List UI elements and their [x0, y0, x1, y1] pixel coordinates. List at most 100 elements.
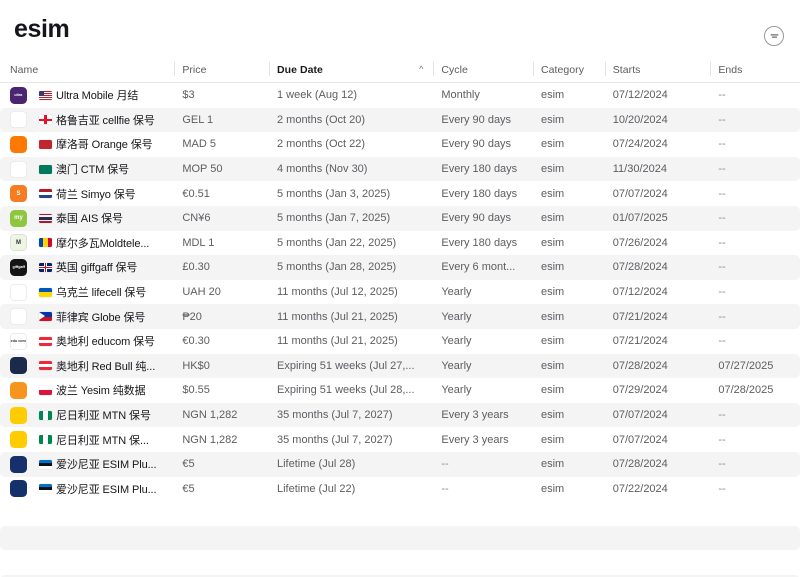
cell-cycle: Yearly — [441, 286, 472, 299]
cell-name: 奥地利 Red Bull 纯... — [10, 354, 174, 379]
table-row[interactable]: 爱沙尼亚 ESIM Plu... €5 Lifetime (Jul 28) --… — [0, 451, 800, 477]
flag-icon — [39, 312, 52, 322]
cell-starts: 07/22/2024 — [612, 482, 668, 495]
table-row[interactable]: 菲律宾 Globe 保号 ₱20 11 months (Jul 21, 2025… — [0, 304, 800, 329]
column-header-name[interactable]: Name — [10, 64, 39, 76]
column-header-price[interactable]: Price — [174, 58, 269, 83]
subscription-name: 澳门 CTM 保号 — [56, 164, 130, 177]
cell-cycle: Monthly — [441, 89, 480, 102]
table-row[interactable]: 乌克兰 lifecell 保号 UAH 20 11 months (Jul 12… — [0, 280, 800, 305]
table-row[interactable]: 爱沙尼亚 ESIM Plu... €5 Lifetime (Jul 22) --… — [0, 477, 800, 502]
cell-starts: 10/20/2024 — [612, 113, 668, 126]
cell-due-date: 5 months (Jan 3, 2025) — [276, 187, 391, 200]
cell-starts: 07/07/2024 — [612, 409, 668, 422]
app-icon — [10, 480, 27, 498]
empty-row — [0, 501, 800, 526]
cell-category: esim — [540, 236, 565, 249]
cell-due-date: 11 months (Jul 21, 2025) — [276, 335, 398, 348]
table-row[interactable]: ultra Ultra Mobile 月结 $3 1 week (Aug 12)… — [0, 83, 800, 108]
cell-due-date: 4 months (Nov 30) — [276, 163, 368, 176]
subscription-name: 爱沙尼亚 ESIM Plu... — [56, 459, 157, 472]
flag-icon — [39, 189, 52, 199]
app-icon — [10, 160, 27, 178]
cell-name: 菲律宾 Globe 保号 — [10, 304, 174, 329]
table-row[interactable]: 波兰 Yesim 纯数据 $0.55 Expiring 51 weeks (Ju… — [0, 378, 800, 403]
flag-icon — [39, 164, 52, 174]
flag-icon — [39, 435, 52, 445]
cell-starts: 11/30/2024 — [612, 163, 667, 176]
table-row[interactable]: 摩洛哥 Orange 保号 MAD 5 2 months (Oct 22) Ev… — [0, 132, 800, 157]
cell-name: ultra Ultra Mobile 月结 — [10, 83, 174, 108]
table-row[interactable]: S 荷兰 Simyo 保号 €0.51 5 months (Jan 3, 202… — [0, 181, 800, 206]
table-row[interactable]: M 摩尔多瓦Moldtele... MDL 1 5 months (Jan 22… — [0, 231, 800, 256]
filter-circle-icon[interactable] — [764, 26, 784, 46]
cell-category: esim — [540, 458, 565, 471]
cell-price: NGN 1,282 — [182, 409, 238, 422]
cell-due-date: 35 months (Jul 7, 2027) — [276, 433, 393, 446]
cell-price: €5 — [182, 482, 195, 495]
subscription-name: 英国 giffgaff 保号 — [56, 262, 138, 275]
cell-price: NGN 1,282 — [182, 433, 238, 446]
cell-price: UAH 20 — [182, 286, 221, 299]
cell-cycle: Every 90 days — [441, 113, 512, 126]
flag-icon — [39, 385, 52, 395]
table-row[interactable]: 尼日利亚 MTN 保号 NGN 1,282 35 months (Jul 7, … — [0, 402, 800, 428]
cell-ends: -- — [718, 212, 726, 225]
subscription-name: 奥地利 educom 保号 — [56, 336, 155, 349]
cell-price: MOP 50 — [182, 163, 223, 176]
table-row[interactable]: edu com 奥地利 educom 保号 €0.30 11 months (J… — [0, 329, 800, 354]
column-header-cycle[interactable]: Cycle — [433, 58, 533, 83]
cell-name: S 荷兰 Simyo 保号 — [10, 181, 174, 206]
cell-cycle: -- — [441, 482, 449, 495]
app-icon — [10, 455, 27, 473]
flag-icon — [39, 361, 52, 371]
header-divider — [174, 61, 176, 76]
table-body: ultra Ultra Mobile 月结 $3 1 week (Aug 12)… — [0, 83, 800, 577]
cell-ends: 07/28/2025 — [718, 384, 774, 397]
cell-category: esim — [540, 138, 565, 151]
cell-price: £0.30 — [182, 261, 210, 274]
cell-ends: -- — [718, 261, 726, 274]
cell-category: esim — [540, 359, 565, 372]
app-icon: S — [10, 185, 27, 203]
app-icon — [10, 308, 27, 326]
cell-starts: 07/28/2024 — [612, 458, 668, 471]
subscription-name: 尼日利亚 MTN 保... — [56, 434, 149, 447]
table-row[interactable]: giffgaff 英国 giffgaff 保号 £0.30 5 months (… — [0, 255, 800, 280]
cell-due-date: 5 months (Jan 7, 2025) — [276, 212, 391, 225]
cell-category: esim — [540, 113, 565, 126]
cell-price: HK$0 — [182, 359, 210, 372]
column-header-due-date[interactable]: Due Date ^ — [268, 58, 433, 83]
cell-ends: -- — [718, 286, 726, 299]
cell-price: MAD 5 — [182, 138, 216, 151]
sort-ascending-icon: ^ — [419, 63, 424, 74]
cell-due-date: 11 months (Jul 12, 2025) — [276, 286, 398, 299]
cell-due-date: 11 months (Jul 21, 2025) — [276, 310, 398, 323]
cell-ends: -- — [718, 310, 726, 323]
cell-starts: 07/28/2024 — [612, 261, 668, 274]
cell-cycle: Yearly — [441, 384, 472, 397]
table-row[interactable]: 格鲁吉亚 cellfie 保号 GEL 1 2 months (Oct 20) … — [0, 107, 800, 133]
cell-category: esim — [540, 310, 565, 323]
column-header-ends[interactable]: Ends — [710, 58, 800, 83]
header-divider — [604, 61, 606, 76]
cell-name: 澳门 CTM 保号 — [10, 157, 174, 182]
table-row[interactable]: 奥地利 Red Bull 纯... HK$0 Expiring 51 weeks… — [0, 353, 800, 379]
cell-ends: -- — [718, 433, 726, 446]
empty-row — [0, 550, 800, 575]
cell-starts: 07/07/2024 — [612, 187, 668, 200]
cell-category: esim — [540, 482, 565, 495]
cell-cycle: Every 180 days — [441, 163, 518, 176]
table-row[interactable]: 尼日利亚 MTN 保... NGN 1,282 35 months (Jul 7… — [0, 427, 800, 452]
flag-icon — [39, 287, 52, 297]
cell-category: esim — [540, 261, 565, 274]
table-row[interactable]: my 泰国 AIS 保号 CN¥6 5 months (Jan 7, 2025)… — [0, 205, 800, 231]
flag-icon — [39, 262, 52, 272]
subscription-name: 尼日利亚 MTN 保号 — [56, 410, 151, 423]
app-icon: ultra — [10, 86, 27, 104]
column-header-category[interactable]: Category — [532, 58, 605, 83]
cell-starts: 07/07/2024 — [612, 433, 668, 446]
table-row[interactable]: 澳门 CTM 保号 MOP 50 4 months (Nov 30) Every… — [0, 156, 800, 182]
column-header-starts[interactable]: Starts — [604, 58, 711, 83]
cell-name: my 泰国 AIS 保号 — [10, 206, 174, 231]
